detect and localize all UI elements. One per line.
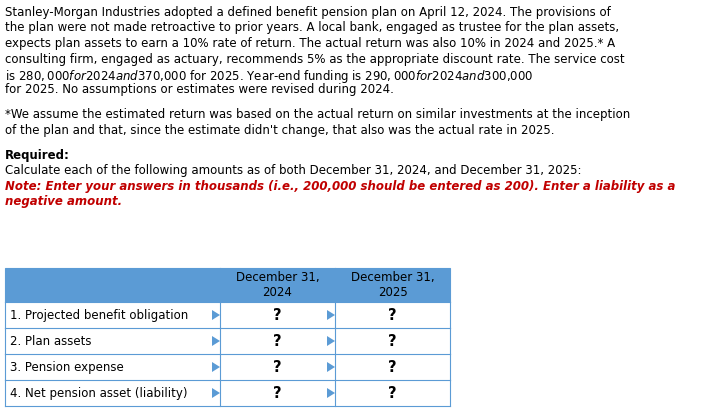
Text: December 31,
2024: December 31, 2024	[236, 270, 319, 300]
Polygon shape	[327, 336, 335, 346]
Text: negative amount.: negative amount.	[5, 195, 122, 208]
Text: is $280,000 for 2024 and $370,000 for 2025. Year-end funding is $290,000 for 202: is $280,000 for 2024 and $370,000 for 20…	[5, 68, 534, 85]
Polygon shape	[212, 388, 220, 398]
Polygon shape	[327, 362, 335, 372]
Text: ?: ?	[273, 333, 282, 349]
Text: expects plan assets to earn a 10% rate of return. The actual return was also 10%: expects plan assets to earn a 10% rate o…	[5, 37, 615, 50]
Polygon shape	[327, 310, 335, 320]
Text: the plan were not made retroactive to prior years. A local bank, engaged as trus: the plan were not made retroactive to pr…	[5, 21, 619, 35]
Text: ?: ?	[388, 360, 397, 374]
Polygon shape	[212, 310, 220, 320]
Text: 1. Projected benefit obligation: 1. Projected benefit obligation	[10, 309, 188, 321]
Text: Required:: Required:	[5, 149, 70, 162]
Text: Stanley-Morgan Industries adopted a defined benefit pension plan on April 12, 20: Stanley-Morgan Industries adopted a defi…	[5, 6, 611, 19]
Text: 3. Pension expense: 3. Pension expense	[10, 360, 124, 374]
Bar	[5, 328, 450, 354]
Text: for 2025. No assumptions or estimates were revised during 2024.: for 2025. No assumptions or estimates we…	[5, 83, 394, 97]
Text: consulting firm, engaged as actuary, recommends 5% as the appropriate discount r: consulting firm, engaged as actuary, rec…	[5, 53, 624, 65]
Bar	[5, 302, 450, 328]
Bar	[5, 380, 450, 406]
Text: December 31,
2025: December 31, 2025	[350, 270, 434, 300]
Bar	[5, 354, 450, 380]
Text: ?: ?	[273, 386, 282, 400]
Text: 4. Net pension asset (liability): 4. Net pension asset (liability)	[10, 386, 188, 399]
Text: ?: ?	[388, 386, 397, 400]
Bar	[5, 268, 450, 302]
Text: ?: ?	[273, 360, 282, 374]
Polygon shape	[212, 362, 220, 372]
Text: Note: Enter your answers in thousands (i.e., 200,000 should be entered as 200). : Note: Enter your answers in thousands (i…	[5, 180, 675, 193]
Text: ?: ?	[388, 333, 397, 349]
Polygon shape	[212, 336, 220, 346]
Text: Calculate each of the following amounts as of both December 31, 2024, and Decemb: Calculate each of the following amounts …	[5, 164, 582, 177]
Polygon shape	[327, 388, 335, 398]
Text: 2. Plan assets: 2. Plan assets	[10, 335, 92, 347]
Text: ?: ?	[388, 307, 397, 323]
Text: of the plan and that, since the estimate didn't change, that also was the actual: of the plan and that, since the estimate…	[5, 124, 555, 137]
Text: ?: ?	[273, 307, 282, 323]
Text: *We assume the estimated return was based on the actual return on similar invest: *We assume the estimated return was base…	[5, 109, 630, 121]
